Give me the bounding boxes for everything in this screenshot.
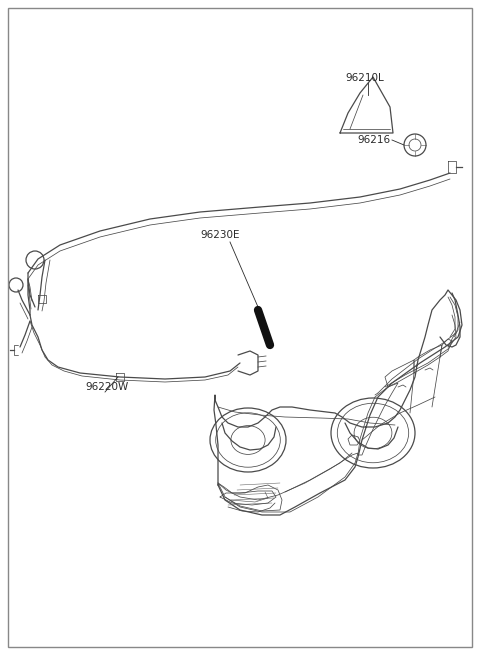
- Text: 96220W: 96220W: [85, 382, 128, 392]
- Text: 96216: 96216: [357, 135, 390, 145]
- Text: 96230E: 96230E: [200, 230, 240, 240]
- Text: 96210L: 96210L: [346, 73, 384, 83]
